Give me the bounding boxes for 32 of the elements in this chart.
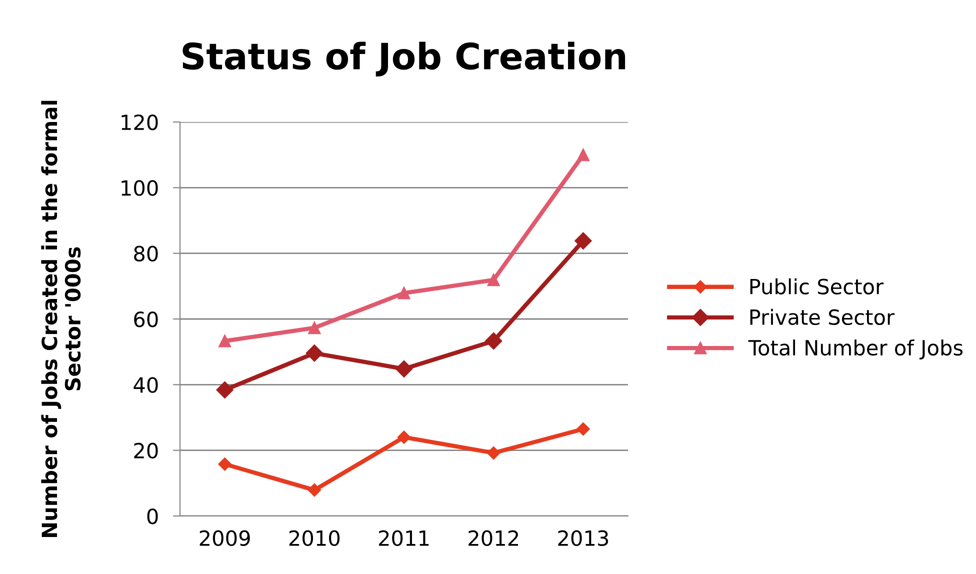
- x-tick-label: 2013: [558, 530, 608, 546]
- point: [574, 232, 592, 250]
- x-tick-label: 2009: [200, 530, 250, 546]
- legend-label: Public Sector: [750, 278, 884, 294]
- y-tick-label: 60: [134, 311, 158, 328]
- point: [485, 332, 502, 350]
- point: [398, 286, 410, 300]
- x-tick-label: 2010: [289, 530, 340, 546]
- point: [218, 334, 232, 348]
- x-tick-label: 2011: [379, 530, 429, 546]
- y-tick-label: 0: [147, 508, 158, 524]
- chart-title: Status of Job Creation: [182, 42, 626, 76]
- point: [306, 344, 323, 362]
- point: [218, 458, 232, 471]
- point: [576, 148, 590, 162]
- point: [216, 381, 234, 398]
- y-tick-label: 100: [122, 180, 158, 196]
- point: [487, 446, 500, 460]
- point: [395, 360, 413, 378]
- legend-label: Private Sector: [750, 308, 895, 326]
- point: [308, 322, 321, 334]
- y-axis-title: Number of Jobs Created in the formal Sector '000s: [41, 100, 81, 537]
- y-tick-label: 40: [134, 377, 158, 393]
- y-tick-label: 80: [134, 246, 158, 262]
- point: [397, 430, 411, 444]
- y-tick-label: 120: [122, 114, 158, 130]
- point: [487, 274, 500, 286]
- y-tick-label: 20: [134, 442, 158, 459]
- x-tick-label: 2012: [468, 530, 518, 546]
- point: [308, 483, 321, 497]
- legend-label: Total Number of Jobs: [748, 340, 963, 360]
- point: [576, 422, 590, 436]
